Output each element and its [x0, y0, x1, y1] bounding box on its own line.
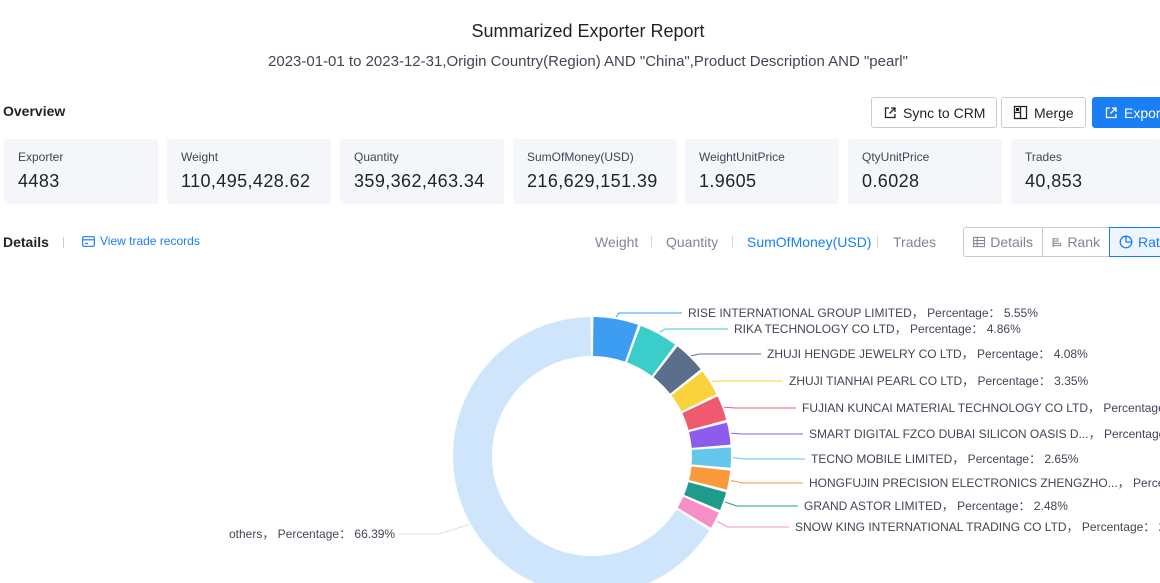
- merge-label: Merge: [1034, 104, 1074, 121]
- card-icon: [82, 235, 95, 247]
- tab-separator: [732, 236, 733, 248]
- tab-trades[interactable]: Trades: [893, 234, 937, 250]
- slice-label-9: SNOW KING INTERNATIONAL TRADING CO LTD， …: [795, 520, 1160, 534]
- pie-slice-3[interactable]: [671, 371, 717, 412]
- tab-weight[interactable]: Weight: [595, 234, 639, 250]
- slice-label-0: RISE INTERNATIONAL GROUP LIMITED， Percen…: [688, 306, 1038, 320]
- slice-label-4: FUJIAN KUNCAI MATERIAL TECHNOLOGY CO LTD…: [802, 401, 1160, 415]
- sync-to-crm-button[interactable]: Sync to CRM: [871, 97, 998, 128]
- pie-slice-1[interactable]: [627, 325, 676, 376]
- view-ratio-label: Rat: [1138, 234, 1160, 250]
- overview-label: Overview: [3, 103, 66, 119]
- pie-slice-4[interactable]: [682, 396, 727, 430]
- tab-separator: [877, 236, 878, 248]
- card-label: QtyUnitPrice: [862, 150, 930, 164]
- pie-icon: [1119, 235, 1133, 249]
- export-icon: [1105, 106, 1117, 118]
- card-value: 1.9605: [699, 171, 757, 191]
- card-label: Weight: [181, 150, 219, 164]
- pie-slice-5[interactable]: [689, 422, 731, 448]
- card-value: 40,853: [1025, 171, 1083, 191]
- pie-slice-6[interactable]: [691, 447, 731, 468]
- external-link-icon: [884, 106, 896, 118]
- card-trades: Trades 40,853: [1011, 139, 1160, 204]
- view-trade-records-link[interactable]: View trade records: [82, 234, 200, 248]
- card-weight-unit-price: WeightUnitPrice 1.9605: [685, 139, 839, 204]
- card-value: 110,495,428.62: [181, 171, 311, 191]
- report-subtitle: 2023-01-01 to 2023-12-31,Origin Country(…: [268, 53, 908, 70]
- merge-button[interactable]: Merge: [1001, 97, 1086, 128]
- slice-label-2: ZHUJI HENGDE JEWELRY CO LTD， Percentage：…: [767, 347, 1088, 361]
- card-exporter: Exporter 4483: [4, 139, 158, 204]
- view-details-button[interactable]: Details: [963, 227, 1043, 257]
- view-details-label: Details: [990, 234, 1033, 250]
- view-rank-button[interactable]: Rank: [1042, 227, 1110, 257]
- card-label: WeightUnitPrice: [699, 150, 785, 164]
- card-sum-of-money: SumOfMoney(USD) 216,629,151.39: [513, 139, 677, 204]
- leader-line-2: [691, 353, 761, 357]
- card-label: Exporter: [18, 150, 64, 164]
- tab-separator: [651, 236, 652, 248]
- card-value: 359,362,463.34: [354, 171, 485, 191]
- slice-label-5: SMART DIGITAL FZCO DUBAI SILICON OASIS D…: [809, 427, 1160, 441]
- leader-line-9: [716, 520, 789, 528]
- leader-line-0: [615, 312, 682, 318]
- leader-line-5: [731, 432, 803, 435]
- slice-label-7: HONGFUJIN PRECISION ELECTRONICS ZHENGZHO…: [809, 476, 1160, 490]
- card-quantity: Quantity 359,362,463.34: [340, 139, 504, 204]
- slice-label-10: others， Percentage： 66.39%: [229, 527, 395, 541]
- card-value: 0.6028: [862, 171, 920, 191]
- slice-label-6: TECNO MOBILE LIMITED， Percentage： 2.65%: [811, 452, 1079, 466]
- rank-icon: [1052, 237, 1062, 247]
- slice-label-1: RIKA TECHNOLOGY CO LTD， Percentage： 4.86…: [734, 322, 1021, 336]
- card-weight: Weight 110,495,428.62: [167, 139, 331, 204]
- leader-line-7: [730, 480, 803, 484]
- slice-label-8: GRAND ASTOR LIMITED， Percentage： 2.48%: [804, 499, 1068, 513]
- card-label: SumOfMoney(USD): [527, 150, 634, 164]
- leader-line-4: [724, 406, 796, 409]
- tab-quantity[interactable]: Quantity: [666, 234, 719, 250]
- pie-slice-9[interactable]: [677, 496, 719, 528]
- details-divider: [63, 237, 64, 248]
- exporter-share-donut-chart: RISE INTERNATIONAL GROUP LIMITED， Percen…: [229, 306, 1160, 583]
- details-label: Details: [3, 234, 49, 250]
- slice-label-3: ZHUJI TIANHAI PEARL CO LTD， Percentage： …: [789, 374, 1089, 388]
- pie-slice-0[interactable]: [593, 317, 638, 362]
- export-button[interactable]: Export: [1092, 97, 1160, 128]
- pie-slice-7[interactable]: [689, 466, 731, 490]
- pie-slice-2[interactable]: [653, 346, 701, 394]
- overview-cards: Exporter 4483 Weight 110,495,428.62 Quan…: [4, 139, 1160, 204]
- export-label: Export: [1124, 104, 1160, 121]
- card-value: 4483: [18, 171, 60, 191]
- pie-slice-8[interactable]: [684, 482, 727, 511]
- table-icon: [973, 236, 986, 248]
- merge-icon: [1013, 105, 1028, 120]
- card-label: Quantity: [354, 150, 399, 164]
- pie-slice-10[interactable]: [453, 317, 710, 583]
- sync-to-crm-label: Sync to CRM: [903, 104, 986, 121]
- report-title: Summarized Exporter Report: [471, 21, 705, 41]
- card-label: Trades: [1025, 150, 1062, 164]
- leader-line-10: [398, 524, 469, 535]
- leader-line-8: [725, 501, 798, 507]
- tab-sum-of-money[interactable]: SumOfMoney(USD): [747, 234, 872, 250]
- view-ratio-button[interactable]: Rat: [1109, 227, 1160, 257]
- view-rank-label: Rank: [1067, 234, 1100, 250]
- card-qty-unit-price: QtyUnitPrice 0.6028: [848, 139, 1002, 204]
- leader-line-6: [732, 457, 805, 460]
- view-trade-records-label: View trade records: [100, 234, 200, 248]
- leader-line-1: [659, 328, 728, 333]
- card-value: 216,629,151.39: [527, 171, 658, 191]
